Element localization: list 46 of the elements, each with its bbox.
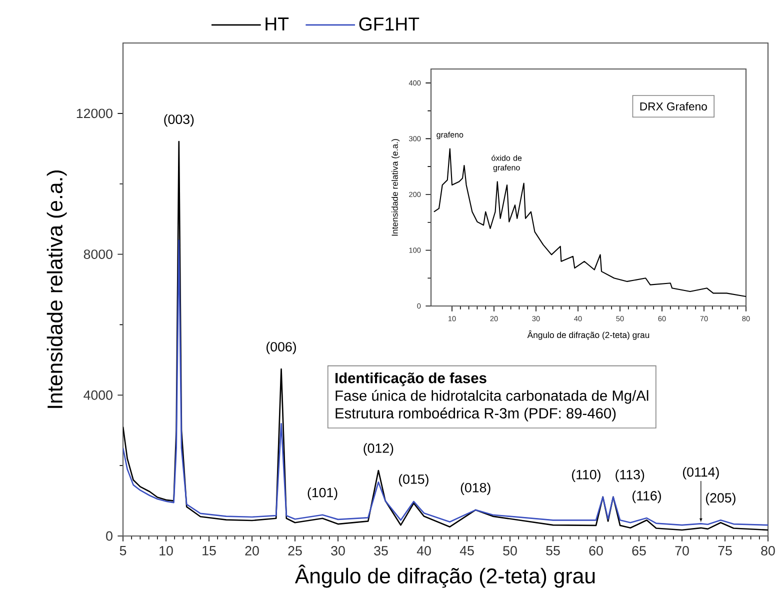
- annotation: (110): [572, 470, 600, 482]
- x-tick-label: 25: [288, 546, 302, 556]
- x-tick-label: 15: [202, 546, 216, 556]
- annotation: (205): [706, 492, 736, 506]
- x-tick-label: 65: [632, 546, 646, 556]
- legend-label: HT: [266, 18, 289, 30]
- annotation: (006): [266, 342, 296, 354]
- y-tick-label: 0: [106, 531, 112, 541]
- annotation: (012): [364, 443, 394, 456]
- y-tick-label: 4000: [84, 390, 112, 400]
- annotation: (113): [616, 470, 644, 482]
- line-series: [433, 148, 746, 298]
- annotation: (018): [460, 482, 490, 496]
- annotation: Fase única de hidrotalcita carbonatada de Mg/Al: [336, 390, 648, 404]
- line-series: [123, 240, 768, 526]
- x-tick-label: 5: [120, 546, 126, 556]
- x-tick-label: 75: [718, 546, 732, 556]
- annotation: (003): [164, 114, 194, 127]
- line-series: [123, 140, 768, 531]
- x-tick-label: 50: [503, 546, 517, 556]
- annotation: (116): [632, 490, 661, 504]
- y-axis-title: Intensidade relativa (e.a.): [392, 139, 400, 236]
- annotation: Estrutura romboédrica R-3m (PDF: 89-460): [336, 408, 616, 422]
- annotation: DRX Grafeno: [640, 102, 707, 110]
- y-tick-label: 12000: [76, 108, 112, 118]
- y-tick-label: 8000: [84, 250, 112, 259]
- x-tick-label: 80: [761, 546, 775, 556]
- x-axis-title: Ângulo de difração (2-teta) grau: [527, 330, 650, 340]
- x-tick-label: 40: [416, 546, 431, 556]
- x-tick-label: 30: [331, 546, 345, 556]
- annotation: (015): [398, 474, 428, 487]
- x-tick-label: 45: [460, 546, 474, 556]
- annotation: grafeno: [436, 132, 464, 140]
- x-tick-label: 10: [160, 546, 173, 556]
- annotation: óxido de grafeno: [492, 154, 522, 172]
- annotation: Identificação de fases: [336, 372, 486, 386]
- x-tick-label: 55: [546, 546, 560, 556]
- annotation: (101): [308, 488, 338, 500]
- annotation: (0114): [682, 466, 719, 480]
- legend-label: GF1HT: [359, 17, 420, 31]
- x-tick-label: 70: [675, 546, 689, 556]
- x-tick-label: 60: [589, 546, 603, 556]
- x-tick-label: 20: [245, 546, 259, 556]
- x-axis-title: Ângulo de difração (2-teta) grau: [294, 564, 595, 588]
- x-tick-label: 35: [374, 546, 388, 556]
- y-axis-title: Intensidade relativa (e.a.): [46, 170, 67, 408]
